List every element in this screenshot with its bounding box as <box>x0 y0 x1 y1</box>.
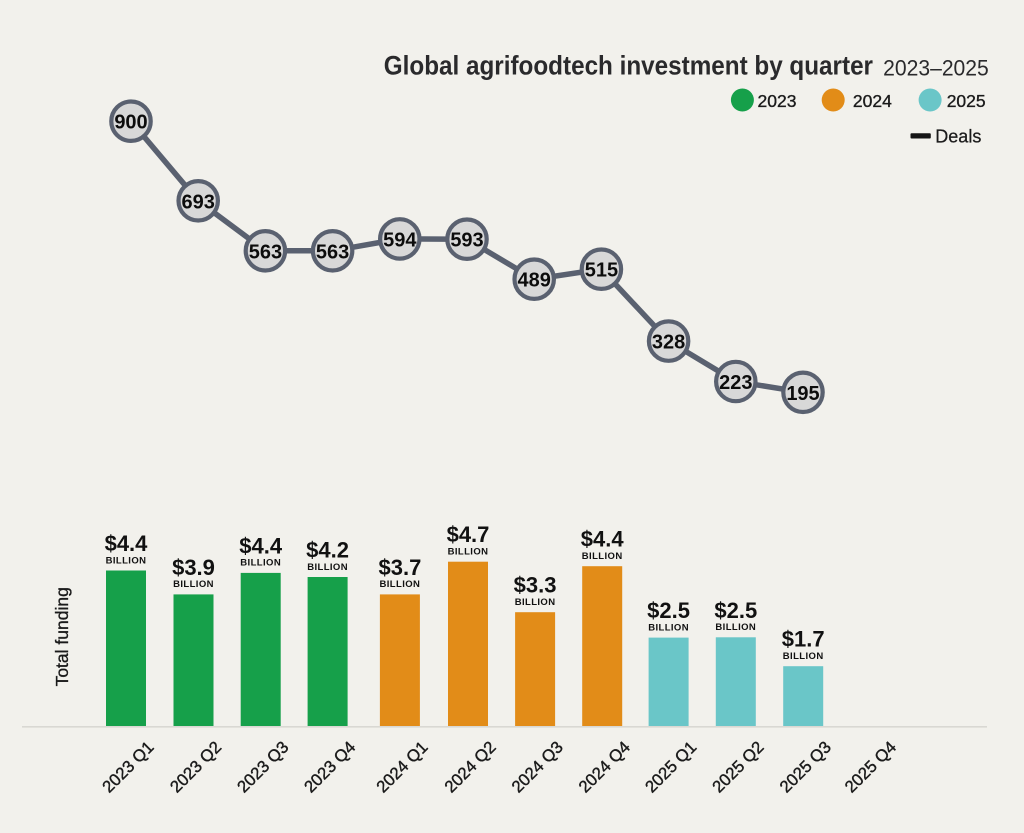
svg-text:BILLION: BILLION <box>240 558 281 569</box>
svg-text:BILLION: BILLION <box>307 562 348 573</box>
svg-text:$3.9: $3.9 <box>172 555 215 580</box>
svg-text:$1.7: $1.7 <box>782 627 825 652</box>
svg-text:BILLION: BILLION <box>648 622 689 633</box>
svg-text:BILLION: BILLION <box>515 597 556 608</box>
svg-text:593: 593 <box>450 230 483 252</box>
svg-text:Global agrifoodtech investment: Global agrifoodtech investment by quarte… <box>384 50 874 80</box>
svg-text:Deals: Deals <box>935 127 981 147</box>
svg-text:BILLION: BILLION <box>783 651 824 662</box>
svg-text:900: 900 <box>114 112 147 134</box>
svg-text:$2.5: $2.5 <box>647 598 690 623</box>
svg-text:195: 195 <box>786 383 819 405</box>
svg-text:BILLION: BILLION <box>106 555 147 566</box>
svg-text:594: 594 <box>383 229 417 251</box>
svg-text:$4.2: $4.2 <box>306 538 349 563</box>
svg-text:$3.7: $3.7 <box>378 555 421 580</box>
svg-text:563: 563 <box>249 241 282 263</box>
svg-text:223: 223 <box>719 372 752 394</box>
svg-text:$4.4: $4.4 <box>239 533 283 558</box>
svg-text:515: 515 <box>585 260 618 282</box>
svg-text:2023: 2023 <box>758 91 797 111</box>
svg-text:$3.3: $3.3 <box>514 573 557 598</box>
svg-text:489: 489 <box>518 270 551 292</box>
svg-text:Total funding: Total funding <box>52 587 72 686</box>
svg-text:693: 693 <box>182 191 215 213</box>
svg-text:$4.4: $4.4 <box>581 527 625 552</box>
svg-text:$2.5: $2.5 <box>714 598 757 623</box>
svg-text:2025: 2025 <box>947 91 986 111</box>
svg-text:$4.4: $4.4 <box>105 531 149 556</box>
svg-text:328: 328 <box>652 332 685 354</box>
svg-text:BILLION: BILLION <box>582 551 623 562</box>
svg-text:BILLION: BILLION <box>173 579 214 590</box>
svg-text:2024: 2024 <box>853 91 892 111</box>
svg-text:$4.7: $4.7 <box>447 522 490 547</box>
svg-text:BILLION: BILLION <box>380 579 421 590</box>
svg-text:BILLION: BILLION <box>715 622 756 633</box>
svg-text:2023–2025: 2023–2025 <box>883 56 989 81</box>
svg-text:BILLION: BILLION <box>448 547 489 558</box>
svg-text:563: 563 <box>316 241 349 263</box>
